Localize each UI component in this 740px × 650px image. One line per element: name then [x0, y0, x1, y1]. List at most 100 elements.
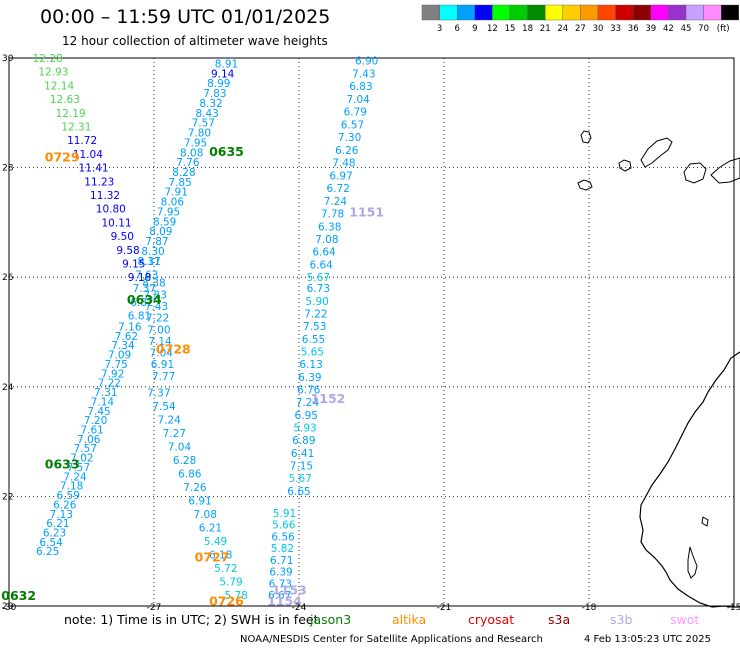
island-la-palma [580, 130, 592, 144]
wave-height-value: 7.76 [176, 157, 200, 169]
satellite-legend-item: jason3 [310, 612, 352, 627]
wave-height-value: 6.13 [299, 359, 322, 371]
wave-height-value: 5.67 [289, 473, 312, 485]
colorbar-tick: 45 [681, 24, 692, 34]
wave-height-value: 7.83 [203, 88, 226, 100]
wave-height-value: 7.48 [332, 158, 355, 170]
lat-tick-label: 26 [2, 273, 14, 283]
pass-label: 0635 [209, 144, 244, 159]
wave-height-value: 9.50 [111, 231, 134, 243]
wave-height-value: 7.45 [87, 406, 110, 418]
colorbar-swatch [527, 4, 546, 21]
wave-height-value: 6.39 [298, 372, 321, 384]
wave-height-value: 7.09 [108, 350, 131, 362]
colorbar-tick: 70 [698, 24, 709, 34]
colorbar-swatch [721, 4, 740, 21]
pass-label: 1151 [349, 204, 384, 219]
colorbar-tick: 33 [610, 24, 621, 34]
colorbar-tick: 36 [628, 24, 639, 34]
page-title: 00:00 – 11:59 UTC 01/01/2025 [40, 6, 331, 28]
wave-height-value: 7.57 [67, 462, 90, 474]
wave-height-value: 7.22 [146, 313, 169, 325]
wave-height-value: 7.91 [165, 187, 188, 199]
wave-height-value: 6.41 [291, 448, 314, 460]
wave-height-value: 6.82 [130, 297, 153, 309]
satellite-legend-item: cryosat [468, 612, 515, 627]
wave-height-value: 7.95 [157, 206, 180, 218]
wave-height-value: 6.91 [151, 359, 174, 371]
wave-height-value: 12.19 [56, 108, 86, 120]
wave-height-value: 7.57 [74, 443, 97, 455]
wave-height-value: 7.34 [111, 340, 135, 352]
island-el-hierro [577, 179, 593, 191]
lon-tick-label: -15 [727, 603, 740, 613]
colorbar-swatch [580, 4, 599, 21]
wave-height-value: 12.63 [50, 94, 80, 106]
wave-height-value: 6.95 [295, 410, 318, 422]
colorbar-swatch [509, 4, 528, 21]
wave-height-value: 7.24 [296, 397, 320, 409]
wave-height-value: 7.31 [94, 387, 117, 399]
wave-height-value: 6.83 [349, 81, 372, 93]
satellite-legend-item: s3a [548, 612, 571, 627]
wave-height-value: 5.72 [214, 563, 237, 575]
wave-height-value: 7.06 [77, 434, 101, 446]
wave-height-value: 7.08 [315, 234, 338, 246]
wave-height-value: 7.14 [148, 336, 172, 348]
colorbar-swatch [597, 4, 616, 21]
wave-height-value: 7.24 [63, 471, 87, 483]
colorbar-tick: 18 [522, 24, 533, 34]
color-legend: 3 6 9 12 15 18 21 24 27 30 33 36 39 42 45 70 (ft) [421, 4, 740, 34]
pass-label: 0632 [1, 588, 36, 603]
colorbar-tick: 9 [472, 24, 477, 34]
wave-height-value: 5.82 [271, 543, 294, 555]
wave-height-value: 8.31 [137, 256, 160, 268]
wave-height-value: 8.43 [195, 108, 218, 120]
wave-height-value: 7.75 [104, 359, 127, 371]
colorbar-swatch [668, 4, 687, 21]
wave-height-value: 5.79 [219, 577, 242, 589]
wave-height-value: 7.26 [183, 482, 207, 494]
wave-height-value: 7.08 [194, 509, 217, 521]
wave-height-value: 12.93 [38, 67, 68, 79]
pass-label: 0729 [45, 150, 80, 165]
wave-height-value: 7.57 [192, 118, 215, 130]
wave-height-value: 11.23 [84, 176, 114, 188]
colorbar-swatch [703, 4, 722, 21]
colorbar-swatch [562, 4, 581, 21]
wave-height-value: 11.32 [90, 190, 120, 202]
colorbar-tick: 27 [575, 24, 586, 34]
wave-height-value: 6.59 [57, 490, 80, 502]
wave-height-value: 7.80 [188, 128, 211, 140]
wave-height-value: 5.93 [293, 423, 316, 435]
wave-height-value: 6.21 [46, 518, 69, 530]
pass-label: 0634 [127, 292, 162, 307]
wave-height-value: 6.86 [178, 468, 202, 480]
wave-height-value: 6.18 [209, 549, 232, 561]
wave-height-value: 6.26 [335, 145, 359, 157]
wave-height-value: 7.04 [346, 94, 370, 106]
wave-height-value: 7.13 [50, 509, 73, 521]
lat-tick-label: 30 [2, 54, 14, 64]
wave-height-value: 6.73 [269, 578, 292, 590]
wave-height-value: 7.53 [303, 321, 326, 333]
wave-height-value: 7.78 [321, 209, 344, 221]
pass-labels: 0729 0635 1151 0634 0728 1152 0633 0727 11531154… [1, 144, 384, 608]
wave-height-value: 6.55 [302, 334, 325, 346]
wave-height-value: 11.04 [73, 149, 103, 161]
credit-text: NOAA/NESDIS Center for Satellite Applica… [240, 634, 543, 645]
satellite-legend-item: altika [392, 612, 427, 627]
colorbar-unit: (ft) [717, 24, 730, 34]
wave-height-value: 7.15 [290, 461, 313, 473]
lon-tick-label: -30 [2, 603, 17, 613]
lon-tick-label: -18 [582, 603, 597, 613]
wave-height-value: 6.39 [269, 567, 292, 579]
colorbar-swatch [492, 4, 511, 21]
wave-height-value: 6.91 [188, 495, 211, 507]
wave-height-value: 7.22 [304, 309, 327, 321]
wave-height-value: 11.41 [79, 163, 109, 175]
wave-height-value: 7.95 [184, 137, 207, 149]
map-axes: -30 -27 -24 -21 -18 -15 30 28 26 24 22 20 [2, 54, 740, 613]
colorbar-swatch [615, 4, 634, 21]
